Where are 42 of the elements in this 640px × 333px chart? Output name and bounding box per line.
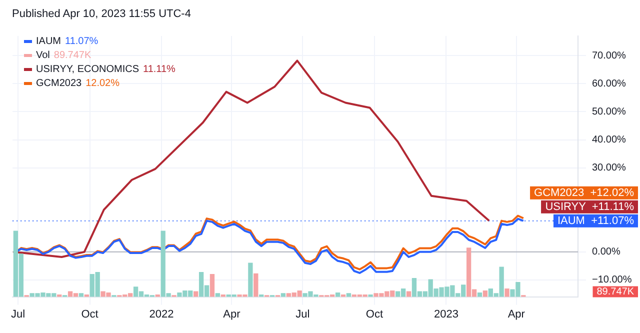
y-tick-label: −10.00%	[592, 274, 632, 286]
x-tick-label: Jul	[296, 308, 310, 320]
annotation: 12.02%	[86, 78, 120, 89]
bar	[346, 293, 352, 297]
bar	[215, 293, 220, 297]
legend-label: GCM2023	[36, 78, 82, 89]
x-tick-label: Jul	[11, 308, 26, 320]
bar	[280, 293, 286, 297]
chart-title: Published Apr 10, 2023 11:55 UTC-4	[12, 8, 192, 20]
legend-label: IAUM	[36, 36, 61, 47]
bar	[368, 294, 373, 297]
bar	[248, 262, 253, 297]
x-tick-label: Oct	[366, 308, 384, 320]
bar	[504, 288, 510, 297]
x-tick-label: 2022	[149, 308, 174, 320]
x-tick-label: Oct	[81, 308, 98, 320]
bar	[477, 292, 482, 297]
x-tick-label: Apr	[508, 308, 526, 320]
y-tick-label: 30.00%	[592, 162, 626, 174]
annotation: IAUM +11.07%	[557, 214, 634, 227]
bar	[482, 290, 488, 297]
bar	[78, 293, 84, 297]
annotation: GCM2023 +12.02%	[534, 186, 634, 199]
text: 89.747K	[54, 50, 92, 61]
bar	[335, 292, 340, 297]
y-tick-label: 50.00%	[592, 106, 626, 118]
annotation: 11.07%	[65, 36, 98, 47]
bar	[194, 291, 198, 297]
y-tick-label: 60.00%	[592, 78, 626, 90]
y-tick-label: 40.00%	[592, 134, 626, 146]
legend-label: USIRYY, ECONOMICS	[36, 64, 139, 75]
annotation: 11.11%	[143, 64, 176, 75]
annotation: USIRYY +11.11%	[545, 200, 634, 213]
bar	[210, 274, 215, 297]
bar	[254, 273, 258, 297]
x-tick-label: Apr	[223, 308, 241, 320]
y-tick-label: 70.00%	[592, 50, 626, 62]
x-tick-label: 2023	[434, 308, 458, 320]
y-tick-label: 0.00%	[592, 246, 620, 258]
bar	[406, 291, 412, 297]
legend-label: Vol	[36, 50, 50, 61]
text: 89.747K	[596, 286, 634, 298]
